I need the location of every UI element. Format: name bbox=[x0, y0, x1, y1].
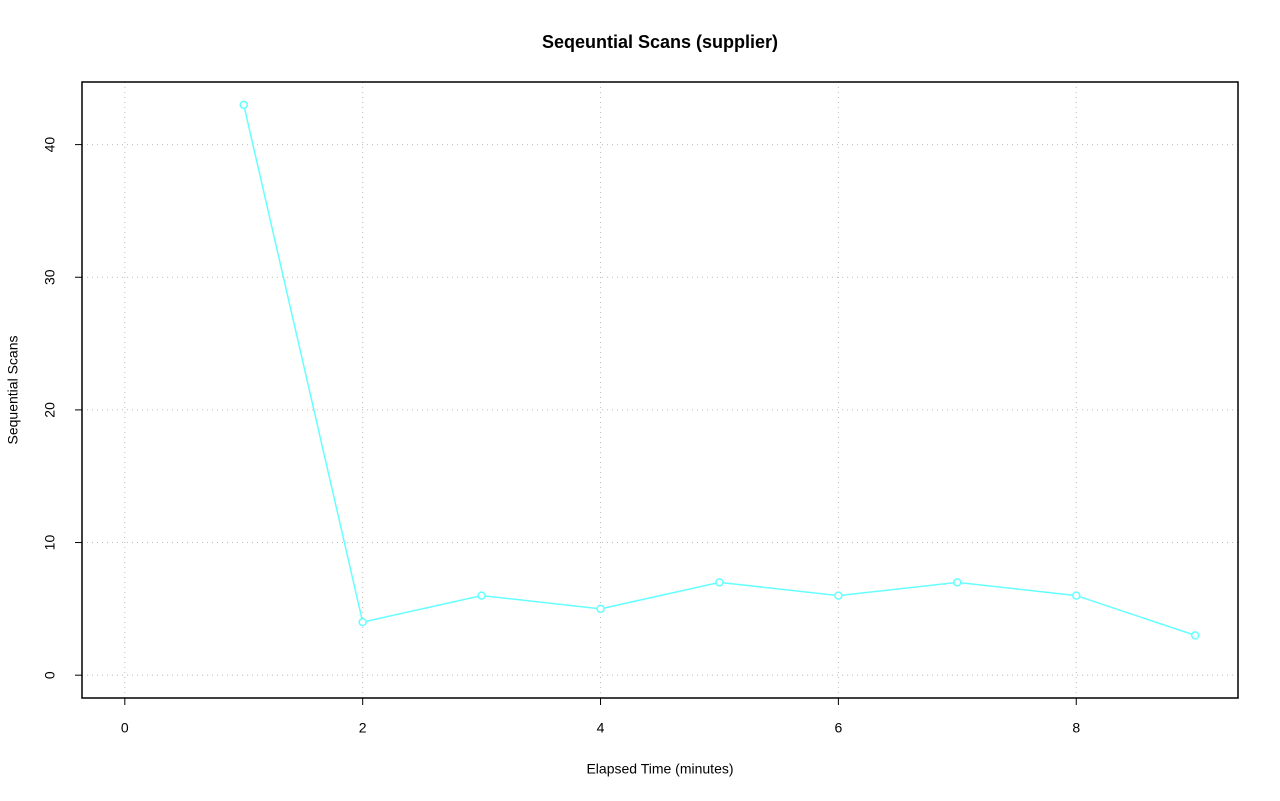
y-axis-label: Sequential Scans bbox=[5, 336, 21, 445]
point bbox=[477, 591, 486, 600]
x-tick-label: 8 bbox=[1072, 720, 1080, 736]
point bbox=[953, 578, 962, 587]
x-tick-label: 4 bbox=[597, 720, 605, 736]
point bbox=[239, 100, 248, 110]
point bbox=[596, 604, 605, 614]
point bbox=[1190, 631, 1200, 640]
y-tick-label: 0 bbox=[42, 671, 58, 679]
line-series bbox=[243, 104, 1196, 637]
x-tick-label: 6 bbox=[834, 720, 842, 736]
point bbox=[715, 578, 724, 587]
plot-frame bbox=[81, 81, 1239, 699]
y-tick-label: 10 bbox=[42, 535, 58, 551]
point bbox=[1072, 591, 1081, 600]
x-axis-label: Elapsed Time (minutes) bbox=[586, 761, 733, 777]
y-tick-label: 40 bbox=[42, 137, 58, 153]
y-tick-label: 30 bbox=[42, 269, 58, 285]
x-tick-label: 2 bbox=[359, 720, 367, 736]
y-tick-label: 20 bbox=[42, 402, 58, 418]
chart-title: Seqeuntial Scans (supplier) bbox=[542, 32, 778, 52]
point bbox=[358, 617, 367, 627]
point bbox=[834, 591, 843, 600]
x-tick-label: 0 bbox=[121, 720, 129, 736]
